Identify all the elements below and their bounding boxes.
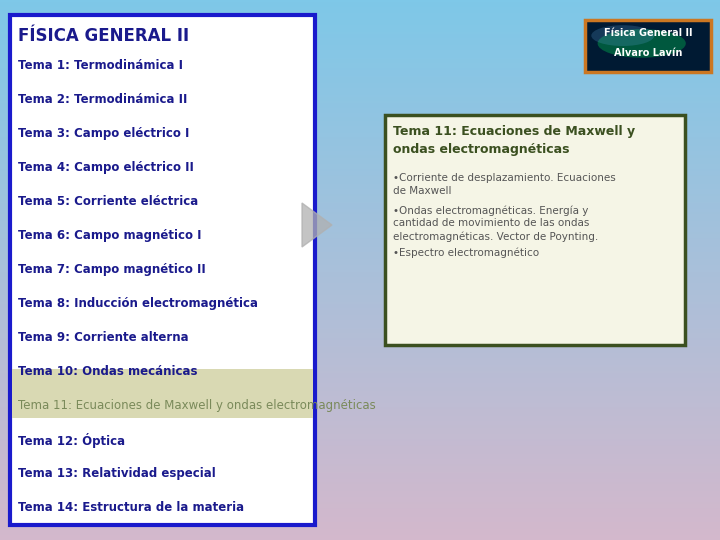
Text: Tema 11: Ecuaciones de Maxwell y ondas electromagnéticas: Tema 11: Ecuaciones de Maxwell y ondas e… xyxy=(18,399,376,412)
Text: •Ondas electromagnéticas. Energía y
cantidad de movimiento de las ondas
electrom: •Ondas electromagnéticas. Energía y cant… xyxy=(393,205,598,242)
FancyBboxPatch shape xyxy=(10,15,315,525)
Text: Tema 6: Campo magnético I: Tema 6: Campo magnético I xyxy=(18,229,202,242)
Polygon shape xyxy=(302,203,332,247)
Text: Tema 3: Campo eléctrico I: Tema 3: Campo eléctrico I xyxy=(18,127,189,140)
Ellipse shape xyxy=(598,29,686,58)
Text: Alvaro Lavín: Alvaro Lavín xyxy=(614,48,682,58)
Text: Tema 1: Termodinámica I: Tema 1: Termodinámica I xyxy=(18,59,183,72)
Text: Tema 7: Campo magnético II: Tema 7: Campo magnético II xyxy=(18,263,206,276)
FancyBboxPatch shape xyxy=(585,20,711,72)
Text: Tema 10: Ondas mecánicas: Tema 10: Ondas mecánicas xyxy=(18,365,197,378)
Text: Tema 11: Ecuaciones de Maxwell y
ondas electromagnéticas: Tema 11: Ecuaciones de Maxwell y ondas e… xyxy=(393,125,635,156)
Ellipse shape xyxy=(591,25,654,46)
Text: Tema 5: Corriente eléctrica: Tema 5: Corriente eléctrica xyxy=(18,195,198,208)
Text: Tema 2: Termodinámica II: Tema 2: Termodinámica II xyxy=(18,93,187,106)
FancyBboxPatch shape xyxy=(12,369,313,418)
Text: FÍSICA GENERAL II: FÍSICA GENERAL II xyxy=(18,27,189,45)
Text: •Espectro electromagnético: •Espectro electromagnético xyxy=(393,248,539,259)
FancyBboxPatch shape xyxy=(385,115,685,345)
Text: Tema 13: Relatividad especial: Tema 13: Relatividad especial xyxy=(18,467,216,480)
Text: Tema 9: Corriente alterna: Tema 9: Corriente alterna xyxy=(18,331,189,344)
Text: •Corriente de desplazamiento. Ecuaciones
de Maxwell: •Corriente de desplazamiento. Ecuaciones… xyxy=(393,173,616,196)
Text: Tema 8: Inducción electromagnética: Tema 8: Inducción electromagnética xyxy=(18,297,258,310)
Text: Tema 14: Estructura de la materia: Tema 14: Estructura de la materia xyxy=(18,501,244,514)
Text: Tema 4: Campo eléctrico II: Tema 4: Campo eléctrico II xyxy=(18,161,194,174)
Text: Física General II: Física General II xyxy=(604,28,692,38)
Text: Tema 12: Óptica: Tema 12: Óptica xyxy=(18,433,125,448)
